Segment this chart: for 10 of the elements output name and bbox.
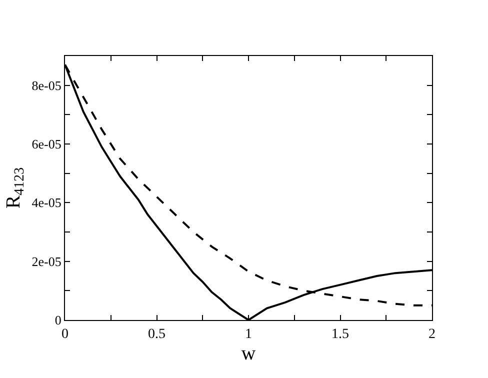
x-axis-title: w <box>241 342 256 364</box>
y-tick-label: 4e-05 <box>32 195 62 210</box>
y-tick-label: 2e-05 <box>32 254 62 269</box>
x-tick-label: 1 <box>245 326 252 342</box>
y-tick-label: 6e-05 <box>32 136 62 152</box>
y-tick-label: 0 <box>54 312 62 328</box>
x-tick-label: 1.5 <box>332 326 349 342</box>
y-tick-label: 8e-05 <box>32 78 62 93</box>
x-tick-label: 2 <box>428 326 436 342</box>
x-tick-label: 0.5 <box>148 326 166 342</box>
